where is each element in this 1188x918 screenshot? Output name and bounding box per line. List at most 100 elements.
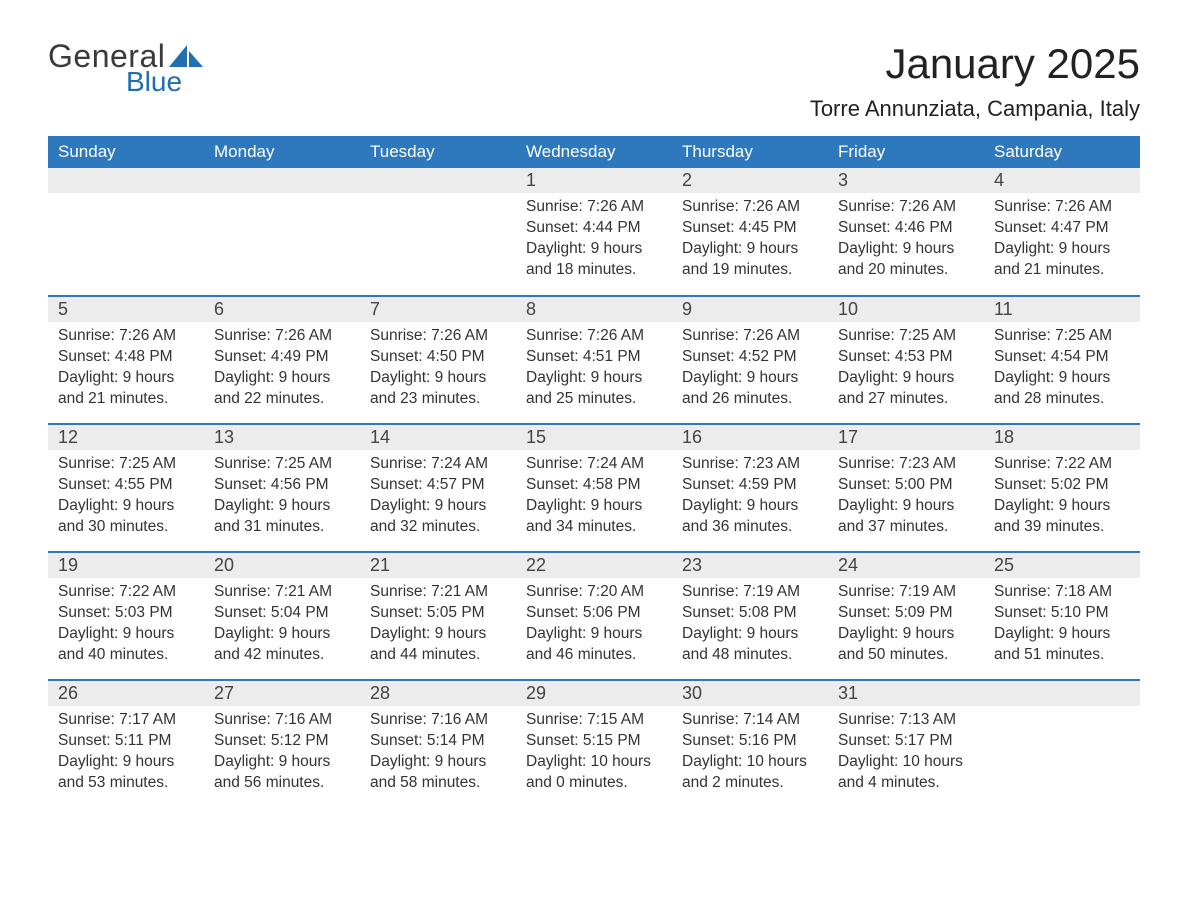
day-info: Sunrise: 7:13 AMSunset: 5:17 PMDaylight:… [828,706,984,804]
calendar-week-row: 19Sunrise: 7:22 AMSunset: 5:03 PMDayligh… [48,552,1140,680]
page-header: General Blue January 2025 Torre Annunzia… [48,40,1140,132]
day-number: 16 [672,425,828,450]
calendar-week-row: 12Sunrise: 7:25 AMSunset: 4:55 PMDayligh… [48,424,1140,552]
day-info: Sunrise: 7:21 AMSunset: 5:04 PMDaylight:… [204,578,360,676]
day-number: 23 [672,553,828,578]
day-number: 22 [516,553,672,578]
daylight-text: Daylight: 9 hours and 42 minutes. [214,624,350,666]
daylight-text: Daylight: 9 hours and 51 minutes. [994,624,1130,666]
weekday-header-row: Sunday Monday Tuesday Wednesday Thursday… [48,136,1140,168]
day-number: 24 [828,553,984,578]
calendar-day-cell [360,168,516,296]
sunset-text: Sunset: 5:14 PM [370,731,506,752]
calendar-table: Sunday Monday Tuesday Wednesday Thursday… [48,136,1140,808]
day-number [984,681,1140,706]
day-info: Sunrise: 7:19 AMSunset: 5:09 PMDaylight:… [828,578,984,676]
sunrise-text: Sunrise: 7:24 AM [526,454,662,475]
sunset-text: Sunset: 5:04 PM [214,603,350,624]
sunset-text: Sunset: 4:56 PM [214,475,350,496]
calendar-week-row: 1Sunrise: 7:26 AMSunset: 4:44 PMDaylight… [48,168,1140,296]
sunset-text: Sunset: 5:16 PM [682,731,818,752]
sunrise-text: Sunrise: 7:23 AM [838,454,974,475]
sunset-text: Sunset: 4:58 PM [526,475,662,496]
day-info: Sunrise: 7:26 AMSunset: 4:48 PMDaylight:… [48,322,204,420]
day-number: 25 [984,553,1140,578]
day-info: Sunrise: 7:16 AMSunset: 5:12 PMDaylight:… [204,706,360,804]
calendar-day-cell [984,680,1140,808]
daylight-text: Daylight: 9 hours and 39 minutes. [994,496,1130,538]
sunrise-text: Sunrise: 7:21 AM [370,582,506,603]
sunset-text: Sunset: 4:55 PM [58,475,194,496]
daylight-text: Daylight: 9 hours and 22 minutes. [214,368,350,410]
daylight-text: Daylight: 9 hours and 19 minutes. [682,239,818,281]
sunrise-text: Sunrise: 7:26 AM [370,326,506,347]
calendar-day-cell: 29Sunrise: 7:15 AMSunset: 5:15 PMDayligh… [516,680,672,808]
calendar-day-cell [204,168,360,296]
day-number: 20 [204,553,360,578]
daylight-text: Daylight: 10 hours and 0 minutes. [526,752,662,794]
calendar-day-cell: 13Sunrise: 7:25 AMSunset: 4:56 PMDayligh… [204,424,360,552]
logo-sail-icon [169,45,203,67]
daylight-text: Daylight: 9 hours and 25 minutes. [526,368,662,410]
day-info: Sunrise: 7:26 AMSunset: 4:46 PMDaylight:… [828,193,984,291]
calendar-day-cell: 28Sunrise: 7:16 AMSunset: 5:14 PMDayligh… [360,680,516,808]
sunset-text: Sunset: 5:12 PM [214,731,350,752]
logo-text-blue: Blue [126,68,203,96]
location-subtitle: Torre Annunziata, Campania, Italy [810,96,1140,122]
sunrise-text: Sunrise: 7:26 AM [994,197,1130,218]
day-number: 5 [48,297,204,322]
sunrise-text: Sunrise: 7:15 AM [526,710,662,731]
daylight-text: Daylight: 9 hours and 23 minutes. [370,368,506,410]
sunrise-text: Sunrise: 7:25 AM [994,326,1130,347]
day-number: 4 [984,168,1140,193]
calendar-week-row: 5Sunrise: 7:26 AMSunset: 4:48 PMDaylight… [48,296,1140,424]
daylight-text: Daylight: 9 hours and 34 minutes. [526,496,662,538]
day-info: Sunrise: 7:26 AMSunset: 4:45 PMDaylight:… [672,193,828,291]
day-info: Sunrise: 7:23 AMSunset: 5:00 PMDaylight:… [828,450,984,548]
calendar-day-cell: 14Sunrise: 7:24 AMSunset: 4:57 PMDayligh… [360,424,516,552]
day-number: 17 [828,425,984,450]
day-number: 28 [360,681,516,706]
day-number [48,168,204,193]
sunrise-text: Sunrise: 7:20 AM [526,582,662,603]
sunset-text: Sunset: 5:15 PM [526,731,662,752]
day-info: Sunrise: 7:24 AMSunset: 4:57 PMDaylight:… [360,450,516,548]
calendar-day-cell: 2Sunrise: 7:26 AMSunset: 4:45 PMDaylight… [672,168,828,296]
daylight-text: Daylight: 9 hours and 53 minutes. [58,752,194,794]
day-number: 10 [828,297,984,322]
sunset-text: Sunset: 5:05 PM [370,603,506,624]
daylight-text: Daylight: 9 hours and 56 minutes. [214,752,350,794]
sunrise-text: Sunrise: 7:17 AM [58,710,194,731]
daylight-text: Daylight: 9 hours and 31 minutes. [214,496,350,538]
day-number: 9 [672,297,828,322]
day-info: Sunrise: 7:20 AMSunset: 5:06 PMDaylight:… [516,578,672,676]
sunrise-text: Sunrise: 7:26 AM [682,326,818,347]
day-info: Sunrise: 7:21 AMSunset: 5:05 PMDaylight:… [360,578,516,676]
sunset-text: Sunset: 5:09 PM [838,603,974,624]
day-info: Sunrise: 7:17 AMSunset: 5:11 PMDaylight:… [48,706,204,804]
sunrise-text: Sunrise: 7:26 AM [526,326,662,347]
day-info: Sunrise: 7:26 AMSunset: 4:50 PMDaylight:… [360,322,516,420]
calendar-day-cell: 25Sunrise: 7:18 AMSunset: 5:10 PMDayligh… [984,552,1140,680]
sunset-text: Sunset: 5:00 PM [838,475,974,496]
sunrise-text: Sunrise: 7:13 AM [838,710,974,731]
daylight-text: Daylight: 9 hours and 37 minutes. [838,496,974,538]
calendar-day-cell: 7Sunrise: 7:26 AMSunset: 4:50 PMDaylight… [360,296,516,424]
sunrise-text: Sunrise: 7:26 AM [58,326,194,347]
sunrise-text: Sunrise: 7:21 AM [214,582,350,603]
sunrise-text: Sunrise: 7:19 AM [682,582,818,603]
sunset-text: Sunset: 5:08 PM [682,603,818,624]
sunrise-text: Sunrise: 7:23 AM [682,454,818,475]
sunrise-text: Sunrise: 7:24 AM [370,454,506,475]
sunset-text: Sunset: 4:47 PM [994,218,1130,239]
day-info: Sunrise: 7:26 AMSunset: 4:49 PMDaylight:… [204,322,360,420]
sunrise-text: Sunrise: 7:18 AM [994,582,1130,603]
sunset-text: Sunset: 4:53 PM [838,347,974,368]
day-number [360,168,516,193]
daylight-text: Daylight: 9 hours and 28 minutes. [994,368,1130,410]
sunset-text: Sunset: 4:44 PM [526,218,662,239]
sunrise-text: Sunrise: 7:25 AM [838,326,974,347]
calendar-day-cell: 3Sunrise: 7:26 AMSunset: 4:46 PMDaylight… [828,168,984,296]
sunrise-text: Sunrise: 7:26 AM [214,326,350,347]
day-number: 3 [828,168,984,193]
